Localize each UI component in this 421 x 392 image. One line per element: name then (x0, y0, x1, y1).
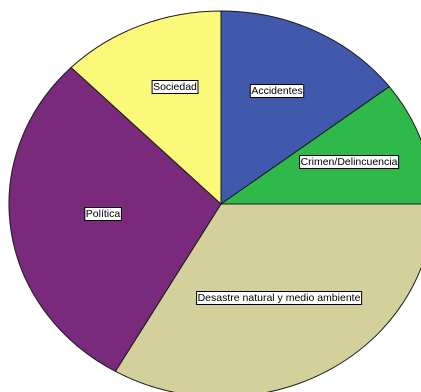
slice-label-politica: Política (84, 207, 122, 221)
slice-label-box (151, 80, 199, 94)
pie-slice-accidentes (220, 10, 391, 205)
pie-slice-crimen-delincuencia (219, 85, 421, 205)
slice-label-text: Política (86, 208, 121, 220)
pie-slices (8, 10, 421, 392)
slice-label-box (84, 207, 122, 221)
slice-label-accidentes: Accidentes (249, 84, 305, 98)
slice-label-text: Sociedad (153, 81, 197, 93)
pie-labels: Accidentes Crimen/Delincuencia Desastre na… (84, 80, 400, 305)
slice-label-text: Crimen/Delincuencia (301, 156, 398, 168)
slice-label-text: Desastre natural y medio ambiente (198, 292, 361, 304)
slice-label-desastre-natural-y-medio-ambiente: Desastre natural y medio ambiente (196, 291, 363, 305)
pie-slice-sociedad (70, 10, 222, 206)
slice-label-box (299, 155, 400, 169)
slice-label-text: Accidentes (251, 85, 302, 97)
slice-label-sociedad: Sociedad (151, 80, 199, 94)
slice-label-box (249, 84, 305, 98)
slice-label-crimen-delincuencia: Crimen/Delincuencia (299, 155, 400, 169)
slice-label-box (196, 291, 363, 305)
